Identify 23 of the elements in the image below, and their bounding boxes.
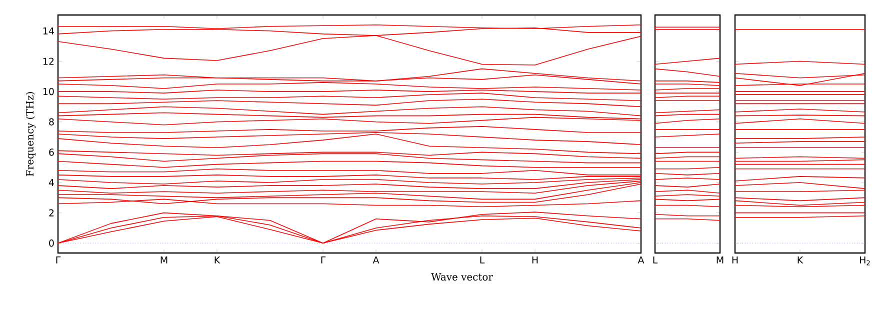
y-axis-title: Frequency (THz) <box>26 92 36 176</box>
y-tick-label: 0 <box>49 240 54 247</box>
y-tick-label: 6 <box>49 148 54 156</box>
x-axis-title: Wave vector <box>431 273 493 281</box>
x-tick-label: L <box>480 256 485 264</box>
x-tick-label: H <box>732 256 738 264</box>
x-tick-label: M <box>716 256 724 264</box>
y-tick-label: 8 <box>49 118 54 126</box>
x-tick-label: K <box>214 256 220 264</box>
x-tick-label: Γ <box>321 256 326 264</box>
x-tick-label: A <box>638 256 644 264</box>
y-tick-label: 4 <box>48 179 54 186</box>
x-tick-label: Γ <box>56 256 61 264</box>
y-tick-label: 12 <box>43 58 54 65</box>
x-tick-label: H$_{2}$ <box>860 256 870 266</box>
x-tick-label: A <box>372 256 380 264</box>
x-tick-label: L <box>653 256 658 264</box>
x-tick-label: M <box>160 256 168 264</box>
y-tick-label: 2 <box>49 209 54 216</box>
y-tick-label: 10 <box>43 88 54 96</box>
x-tick-label: K <box>798 256 804 264</box>
x-tick-label: H <box>532 256 538 264</box>
y-tick-label: 14 <box>43 27 54 34</box>
